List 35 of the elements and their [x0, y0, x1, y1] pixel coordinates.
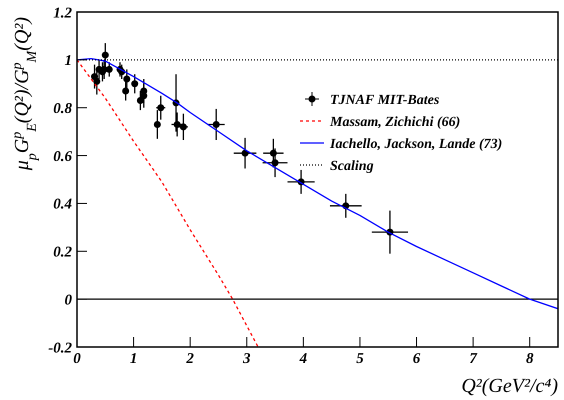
legend-label: Massam, Zichichi (66)	[329, 114, 460, 130]
line-series	[77, 59, 259, 347]
x-tick-label: 8	[526, 351, 534, 367]
y-tick-label: 1.2	[53, 5, 72, 22]
x-tick-label: 2	[185, 351, 194, 367]
point	[140, 92, 148, 100]
point	[180, 123, 187, 130]
y-tick-label: 1	[64, 53, 72, 70]
y-tick-label: -0.2	[48, 340, 72, 356]
point	[154, 120, 161, 128]
x-tick-label: 4	[298, 351, 308, 367]
x-axis-title: Q²(GeV²/c⁴)	[461, 375, 558, 397]
y-tick-label: 0.6	[53, 148, 72, 165]
x-tick-label: 3	[242, 351, 252, 367]
legend-label: TJNAF MIT-Bates	[330, 92, 440, 108]
y-tick-label: 0.2	[53, 244, 72, 261]
x-tick-label: 7	[469, 351, 478, 367]
point	[174, 120, 181, 128]
y-tick-label: 0	[64, 292, 72, 308]
y-tick-label: 0.4	[53, 196, 72, 213]
point	[212, 120, 220, 128]
point	[123, 76, 130, 82]
point	[102, 52, 109, 59]
x-tick-label: 6	[412, 351, 421, 367]
point	[106, 66, 113, 73]
legend-label: Iachello, Jackson, Lande (73)	[329, 136, 502, 152]
point	[93, 78, 100, 85]
y-tick-label: 0.8	[53, 100, 72, 117]
legend-label: Scaling	[330, 158, 374, 174]
point	[131, 80, 138, 88]
line-series	[77, 58, 558, 310]
point	[122, 87, 130, 94]
point	[272, 159, 279, 166]
x-tick-label: 1	[130, 351, 138, 367]
x-tick-label: 5	[356, 351, 364, 367]
